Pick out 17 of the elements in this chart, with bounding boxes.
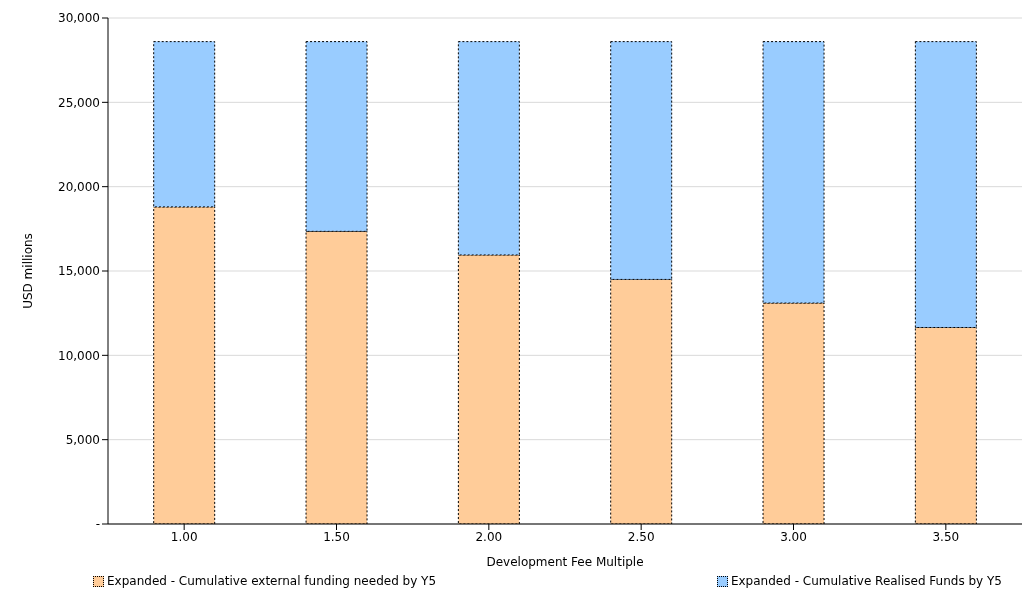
y-tick-label: 20,000: [58, 179, 100, 194]
y-tick-label: -: [95, 517, 100, 532]
x-tick-label: 3.00: [780, 529, 807, 544]
x-tick-label: 2.50: [627, 529, 655, 544]
x-tick-label: 3.50: [932, 529, 960, 544]
y-tick-label: 10,000: [58, 348, 100, 363]
legend-label: Expanded - Cumulative external funding needed by Y5: [106, 574, 437, 588]
x-tick-label: 2.00: [475, 529, 503, 544]
y-axis-title: USD millions: [21, 233, 36, 309]
legend-label: Expanded - Cumulative Realised Funds by Y5: [729, 574, 1002, 588]
y-tick-label: 30,000: [58, 11, 100, 26]
x-tick-label: 1.00: [170, 529, 198, 544]
y-tick-label: 25,000: [58, 95, 100, 110]
x-axis-title: Development Fee Multiple: [486, 555, 644, 569]
x-tick-label: 1.50: [323, 529, 350, 544]
y-tick-label: 15,000: [58, 264, 100, 279]
y-tick-label: 5,000: [65, 432, 100, 447]
